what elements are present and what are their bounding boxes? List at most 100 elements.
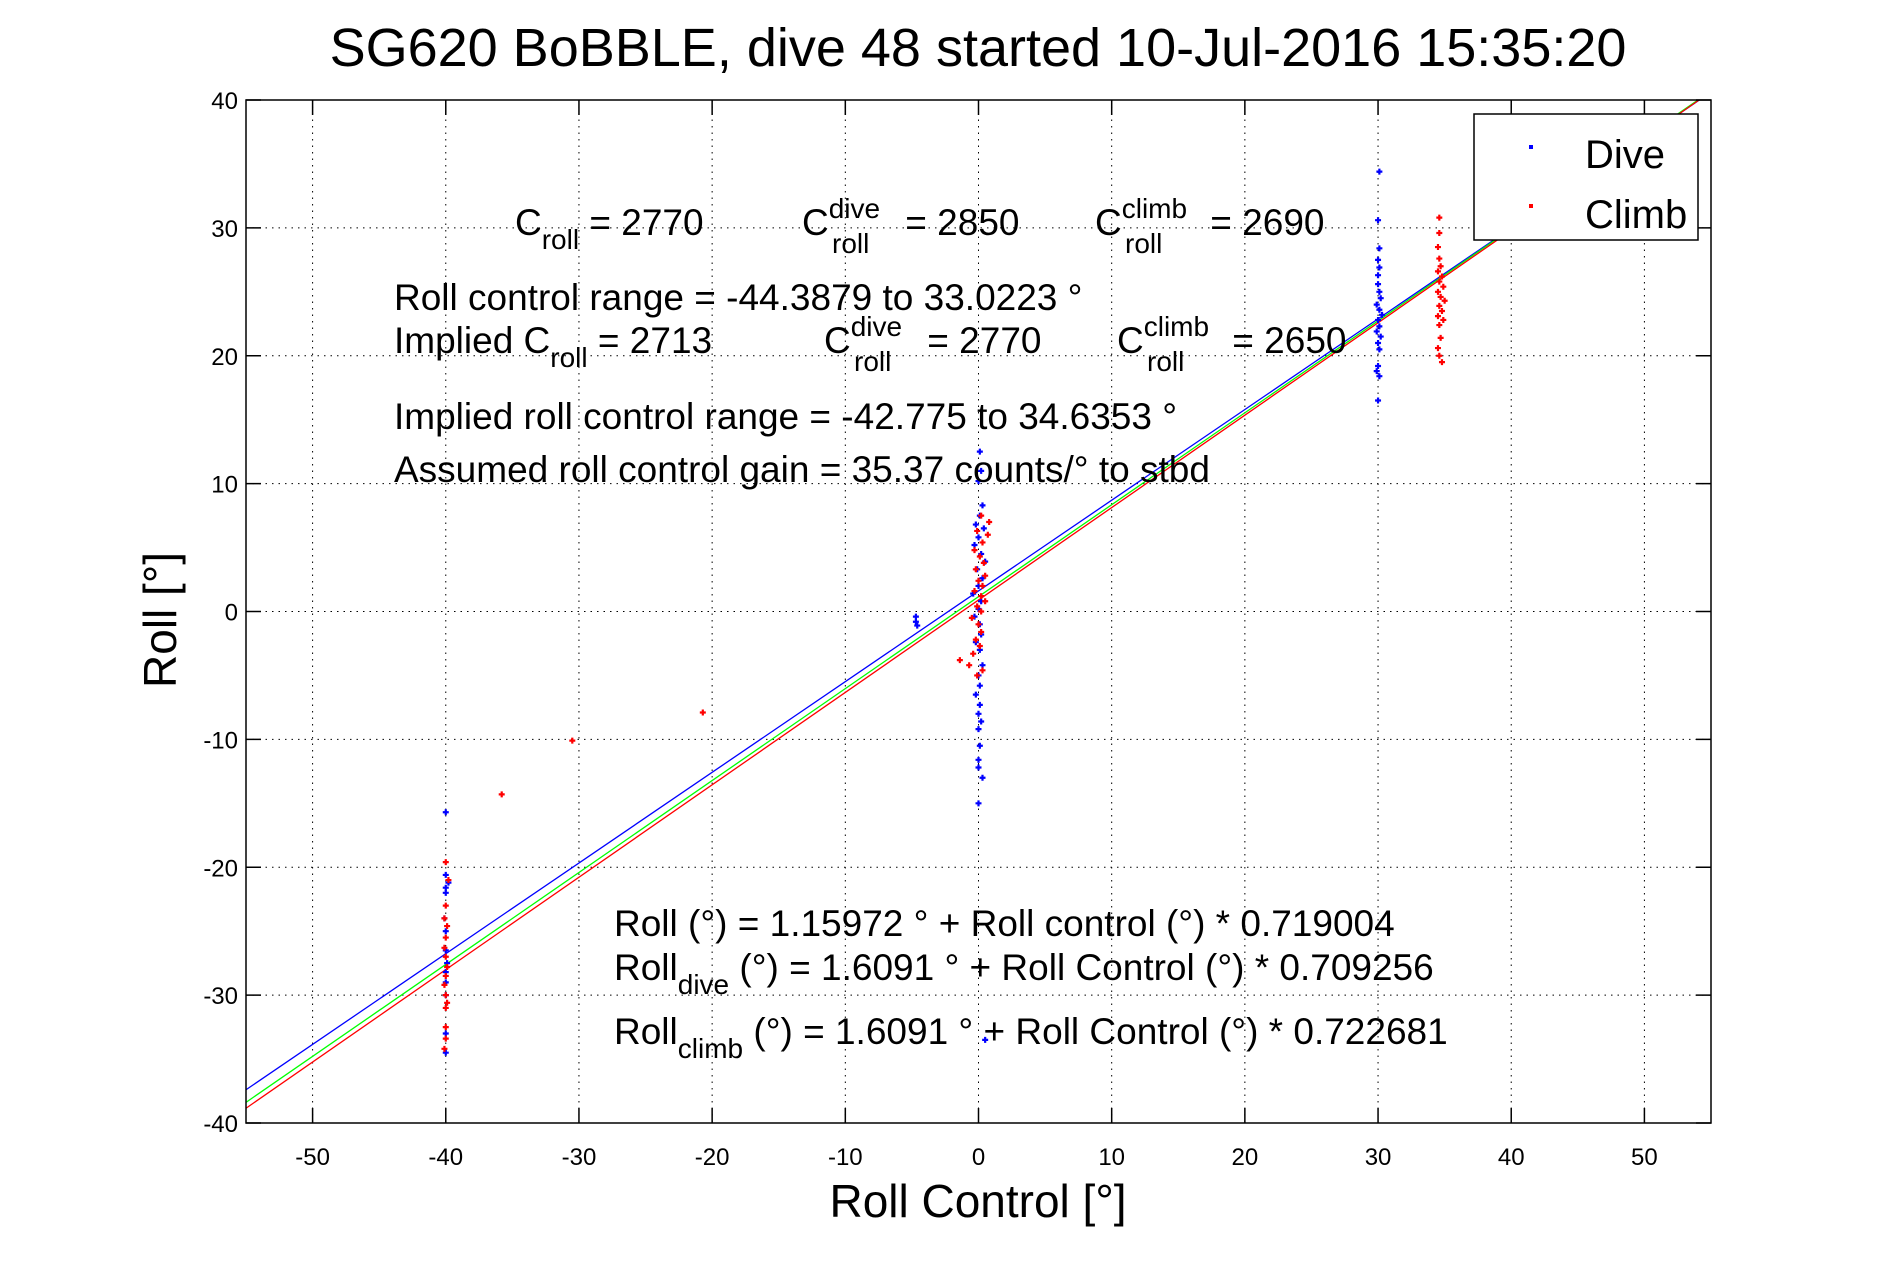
data-point: [979, 539, 986, 546]
data-point: [978, 608, 985, 615]
data-point: [442, 902, 449, 909]
x-tick-label: 30: [1365, 1144, 1392, 1171]
data-point: [441, 981, 448, 988]
data-point: [978, 718, 985, 725]
data-point: [699, 709, 706, 716]
x-tick-label: -30: [562, 1144, 597, 1171]
data-point: [972, 521, 979, 528]
y-tick-label: -30: [203, 983, 238, 1010]
data-point: [972, 636, 979, 643]
data-point: [979, 582, 986, 589]
data-point: [978, 512, 985, 519]
legend: Dive Climb: [1473, 113, 1699, 241]
data-point: [1440, 316, 1447, 323]
y-tick-label: 10: [211, 472, 238, 499]
legend-marker-dive: [1529, 145, 1533, 149]
data-point: [1434, 313, 1441, 320]
data-point: [976, 742, 983, 749]
data-point: [1436, 229, 1443, 236]
y-tick-label: -10: [203, 727, 238, 754]
data-point: [979, 667, 986, 674]
data-point: [1436, 352, 1443, 359]
y-tick-label: 20: [211, 344, 238, 371]
data-point: [442, 1004, 449, 1011]
annotation-c-roll-dive: Cdive roll = 2850: [802, 193, 1019, 259]
data-point: [1441, 297, 1448, 304]
data-point: [982, 572, 989, 579]
data-point: [442, 953, 449, 960]
data-point: [441, 1045, 448, 1052]
chart-title: SG620 BoBBLE, dive 48 started 10-Jul-201…: [330, 18, 1627, 78]
annotation-c-roll: Croll = 2770: [515, 202, 704, 255]
data-point: [1375, 316, 1382, 323]
data-points: [441, 168, 1448, 1056]
data-point: [975, 800, 982, 807]
data-point: [442, 928, 449, 935]
data-point: [966, 662, 973, 669]
x-tick-label: -20: [695, 1144, 730, 1171]
y-tick-label: -40: [203, 1111, 238, 1138]
data-point: [1376, 288, 1383, 295]
x-tick-label: -50: [295, 1144, 330, 1171]
data-point: [1376, 306, 1383, 313]
data-point: [1437, 334, 1444, 341]
y-tick-label: -20: [203, 855, 238, 882]
data-point: [1373, 301, 1380, 308]
data-point: [442, 934, 449, 941]
equation-overall: Roll (°) = 1.15972 ° + Roll control (°) …: [614, 903, 1395, 944]
data-point: [1434, 268, 1441, 275]
legend-box: [1473, 113, 1699, 241]
annotation-implied-c-dive: Cdive roll = 2770: [824, 311, 1041, 377]
annotation-gain: Assumed roll control gain = 35.37 counts…: [394, 449, 1210, 490]
annotation-implied-range: Implied roll control range = -42.775 to …: [394, 396, 1177, 437]
data-point: [968, 614, 975, 621]
equation-climb: Rollclimb (°) = 1.6091 ° + Roll Control …: [614, 1011, 1448, 1064]
data-point: [442, 1049, 449, 1056]
data-point: [442, 992, 449, 999]
data-point: [975, 710, 982, 717]
data-point: [972, 566, 979, 573]
data-point: [971, 547, 978, 554]
data-point: [1434, 345, 1441, 352]
data-point: [444, 963, 451, 970]
data-point: [1436, 302, 1443, 309]
data-point: [982, 1036, 989, 1043]
data-point: [444, 923, 451, 930]
data-point: [984, 531, 991, 538]
annotation-range: Roll control range = -44.3879 to 33.0223…: [394, 277, 1082, 318]
data-point: [1379, 311, 1386, 318]
data-point: [1436, 278, 1443, 285]
data-point: [1373, 368, 1380, 375]
data-point: [975, 764, 982, 771]
data-point: [442, 1035, 449, 1042]
data-point: [498, 791, 505, 798]
data-point: [441, 944, 448, 951]
x-tick-label: -40: [428, 1144, 463, 1171]
data-point: [979, 774, 986, 781]
data-point: [1376, 323, 1383, 330]
data-point: [976, 701, 983, 708]
data-point: [442, 859, 449, 866]
data-point: [442, 1024, 449, 1031]
data-point: [1375, 362, 1382, 369]
data-point: [1437, 263, 1444, 270]
annotation-implied-c-roll: Implied Croll = 2713: [394, 320, 712, 373]
data-point: [976, 643, 983, 650]
data-point: [974, 603, 981, 610]
data-point: [1438, 273, 1445, 280]
data-point: [1373, 328, 1380, 335]
data-point: [441, 915, 448, 922]
annotations: Croll = 2770 Cdive roll = 2850 Cclimb roll…: [394, 193, 1448, 1064]
x-tick-label: 40: [1498, 1144, 1525, 1171]
data-point: [1440, 283, 1447, 290]
data-point: [975, 534, 982, 541]
data-point: [442, 1030, 449, 1037]
legend-marker-climb: [1529, 204, 1533, 208]
data-point: [986, 518, 993, 525]
data-point: [1376, 373, 1383, 380]
data-point: [1438, 307, 1445, 314]
data-point: [975, 621, 982, 628]
data-point: [1375, 339, 1382, 346]
data-point: [975, 756, 982, 763]
